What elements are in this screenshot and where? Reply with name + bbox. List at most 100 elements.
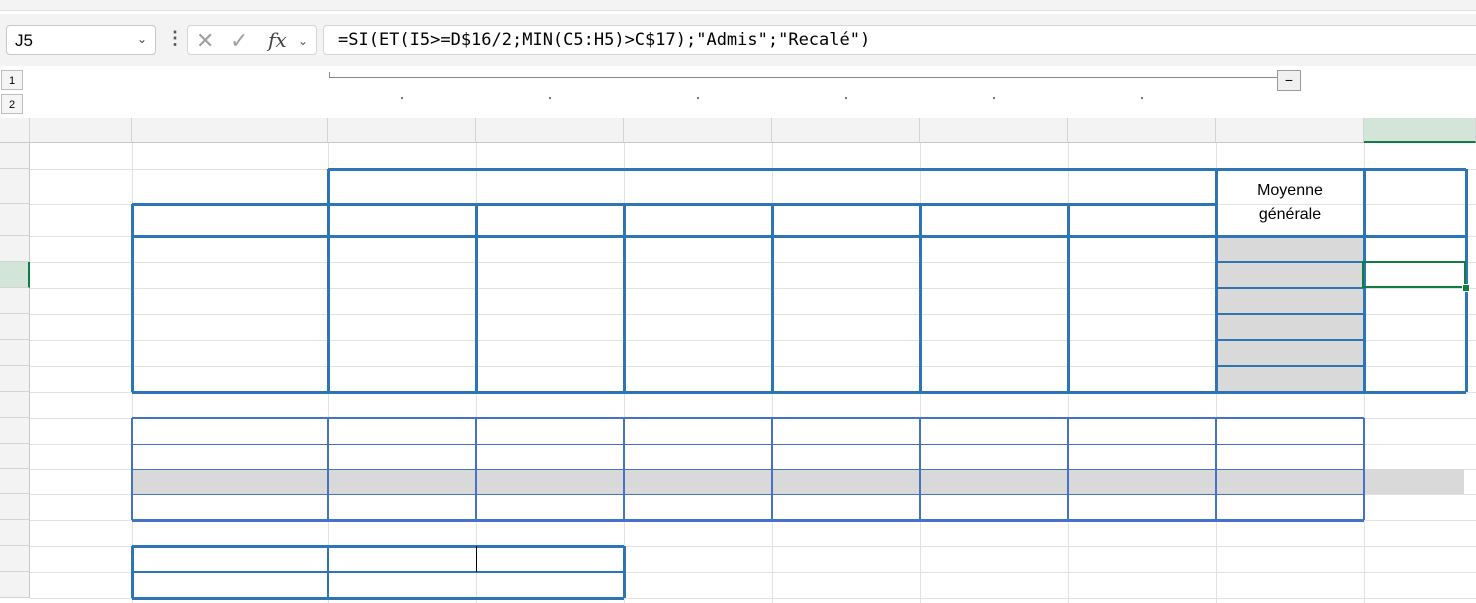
average-cell[interactable]: [1216, 366, 1364, 392]
grade-cell[interactable]: [328, 366, 476, 392]
row-header-10[interactable]: [0, 392, 30, 418]
column-header-b[interactable]: [132, 118, 328, 143]
row-header-1[interactable]: [0, 143, 30, 169]
collapse-group-button[interactable]: −: [1277, 70, 1301, 91]
row-header-16[interactable]: [0, 546, 30, 572]
student-name[interactable]: [132, 314, 328, 340]
stat-value[interactable]: [772, 444, 920, 469]
grade-cell[interactable]: [920, 236, 1068, 262]
grade-cell[interactable]: [920, 314, 1068, 340]
average-cell[interactable]: [1216, 340, 1364, 366]
grade-cell[interactable]: [920, 288, 1068, 314]
confirm-icon[interactable]: ✓: [230, 28, 249, 53]
stat-value[interactable]: [1068, 469, 1216, 494]
grade-cell[interactable]: [920, 366, 1068, 392]
row-header-13[interactable]: [0, 469, 30, 494]
grade-cell[interactable]: [476, 314, 624, 340]
column-header-g[interactable]: [920, 118, 1068, 143]
student-name[interactable]: [132, 288, 328, 314]
grade-cell[interactable]: [328, 314, 476, 340]
cancel-icon[interactable]: ✕: [196, 28, 215, 53]
grade-cell[interactable]: [624, 288, 772, 314]
grade-cell[interactable]: [772, 314, 920, 340]
column-header-e[interactable]: [624, 118, 772, 143]
student-name[interactable]: [132, 340, 328, 366]
stat-value[interactable]: [1216, 444, 1364, 469]
row-header-9[interactable]: [0, 366, 30, 392]
grade-cell[interactable]: [476, 340, 624, 366]
stat-value[interactable]: [920, 469, 1068, 494]
column-header-d[interactable]: [476, 118, 624, 143]
column-header-a[interactable]: [30, 118, 132, 143]
stat-value[interactable]: [476, 494, 624, 520]
stat-value[interactable]: [1216, 494, 1364, 520]
stat-value[interactable]: [920, 494, 1068, 520]
outline-level-2-button[interactable]: 2: [1, 94, 23, 114]
state-cell[interactable]: [1364, 314, 1476, 340]
grade-cell[interactable]: [328, 236, 476, 262]
select-all-corner[interactable]: [0, 118, 30, 143]
grade-cell[interactable]: [476, 236, 624, 262]
stat-label[interactable]: [132, 494, 328, 520]
row-header-4[interactable]: [0, 236, 30, 262]
row-header-2[interactable]: [0, 169, 30, 204]
more-options-icon[interactable]: ⋮: [166, 28, 184, 48]
stat-value[interactable]: [1216, 469, 1364, 494]
average-cell[interactable]: [1216, 262, 1364, 288]
stat-value[interactable]: [624, 444, 772, 469]
column-header-i[interactable]: [1216, 118, 1364, 143]
row-header-8[interactable]: [0, 340, 30, 366]
grade-cell[interactable]: [920, 340, 1068, 366]
grade-cell[interactable]: [624, 262, 772, 288]
row-header-15[interactable]: [0, 520, 30, 546]
stat-value[interactable]: [1216, 418, 1364, 444]
state-cell[interactable]: [1364, 288, 1476, 314]
outline-level-1-button[interactable]: 1: [1, 70, 23, 90]
stat-value[interactable]: [476, 418, 624, 444]
state-cell[interactable]: [1364, 366, 1476, 392]
stat-label[interactable]: [132, 444, 328, 469]
stat-label[interactable]: [132, 469, 328, 494]
elim-value[interactable]: [328, 572, 624, 598]
stat-value[interactable]: [328, 469, 476, 494]
chevron-down-icon[interactable]: ⌄: [136, 32, 147, 46]
state-cell[interactable]: [1364, 236, 1476, 262]
row-header-17[interactable]: [0, 572, 30, 598]
stat-value[interactable]: [476, 469, 624, 494]
elim-label[interactable]: [132, 572, 328, 598]
grade-cell[interactable]: [1068, 340, 1216, 366]
state-cell[interactable]: [1364, 340, 1476, 366]
grade-cell[interactable]: [1068, 314, 1216, 340]
grade-cell[interactable]: [476, 366, 624, 392]
grade-cell[interactable]: [1068, 262, 1216, 288]
row-header-7[interactable]: [0, 314, 30, 340]
grade-cell[interactable]: [624, 236, 772, 262]
row-header-5[interactable]: [0, 262, 30, 288]
grade-cell[interactable]: [624, 314, 772, 340]
range-min[interactable]: [328, 546, 476, 572]
column-header-f[interactable]: [772, 118, 920, 143]
grade-cell[interactable]: [624, 366, 772, 392]
grade-cell[interactable]: [328, 288, 476, 314]
grade-cell[interactable]: [328, 262, 476, 288]
stat-value[interactable]: [1068, 444, 1216, 469]
grade-cell[interactable]: [772, 262, 920, 288]
student-name[interactable]: [132, 236, 328, 262]
grade-cell[interactable]: [920, 262, 1068, 288]
row-header-14[interactable]: [0, 494, 30, 520]
row-header-12[interactable]: [0, 444, 30, 469]
stat-value[interactable]: [1068, 418, 1216, 444]
grade-cell[interactable]: [624, 340, 772, 366]
row-header-6[interactable]: [0, 288, 30, 314]
stat-value[interactable]: [1068, 494, 1216, 520]
grade-cell[interactable]: [328, 340, 476, 366]
stat-value[interactable]: [772, 418, 920, 444]
column-header-h[interactable]: [1068, 118, 1216, 143]
stat-value[interactable]: [920, 418, 1068, 444]
average-cell[interactable]: [1216, 236, 1364, 262]
row-header-11[interactable]: [0, 418, 30, 444]
formula-input[interactable]: =SI(ET(I5>=D$16/2;MIN(C5:H5)>C$17);"Admi…: [323, 25, 1476, 55]
grade-cell[interactable]: [772, 236, 920, 262]
range-max[interactable]: [476, 546, 624, 572]
grade-cell[interactable]: [1068, 366, 1216, 392]
